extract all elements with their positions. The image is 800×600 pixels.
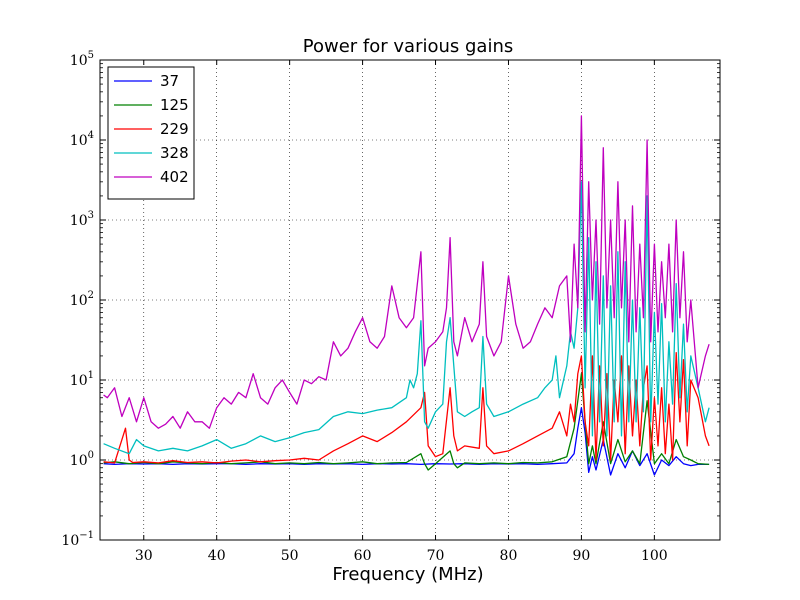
x-tick-label: 50	[281, 548, 299, 564]
y-tick-base: 10	[70, 53, 88, 69]
x-tick-label: 90	[572, 548, 590, 564]
y-tick-label: 100	[70, 450, 94, 469]
y-tick-exponent: 2	[88, 290, 94, 301]
y-tick-exponent: 3	[88, 210, 94, 221]
y-tick-base: 10	[70, 213, 88, 229]
y-tick-base: 10	[70, 293, 88, 309]
x-tick-label: 60	[354, 548, 372, 564]
y-tick-label: 103	[70, 210, 94, 229]
y-tick-label: 10−1	[61, 530, 94, 549]
x-tick-label: 100	[641, 548, 668, 564]
y-tick-base: 10	[70, 373, 88, 389]
y-tick-label: 104	[70, 130, 94, 149]
y-tick-exponent: 0	[88, 450, 94, 461]
legend-label: 229	[160, 120, 189, 138]
y-tick-label: 101	[70, 370, 94, 389]
y-tick-exponent: −1	[79, 530, 94, 541]
x-tick-label: 70	[427, 548, 445, 564]
chart-title: Power for various gains	[303, 36, 513, 57]
legend-label: 402	[160, 168, 189, 186]
series-line-328	[103, 181, 710, 455]
series-line-402	[103, 115, 710, 429]
x-tick-label: 80	[500, 548, 518, 564]
series-lines	[103, 115, 710, 476]
y-tick-base: 10	[70, 133, 88, 149]
legend-label: 37	[160, 72, 179, 90]
y-tick-base: 10	[70, 453, 88, 469]
legend-label: 125	[160, 96, 189, 114]
series-line-229	[103, 351, 710, 464]
y-tick-exponent: 4	[88, 130, 94, 141]
series-line-125	[103, 373, 710, 471]
plot-frame	[99, 59, 721, 541]
x-axis-label: Frequency (MHz)	[332, 564, 483, 585]
y-tick-base: 10	[61, 533, 79, 549]
y-tick-label: 105	[70, 50, 94, 69]
y-tick-label: 102	[70, 290, 94, 309]
legend-label: 328	[160, 144, 189, 162]
x-tick-label: 40	[208, 548, 226, 564]
y-tick-exponent: 1	[88, 370, 94, 381]
x-tick-label: 30	[135, 548, 153, 564]
legend: 37 125 229 328 402	[107, 66, 195, 200]
y-tick-exponent: 5	[88, 50, 94, 61]
